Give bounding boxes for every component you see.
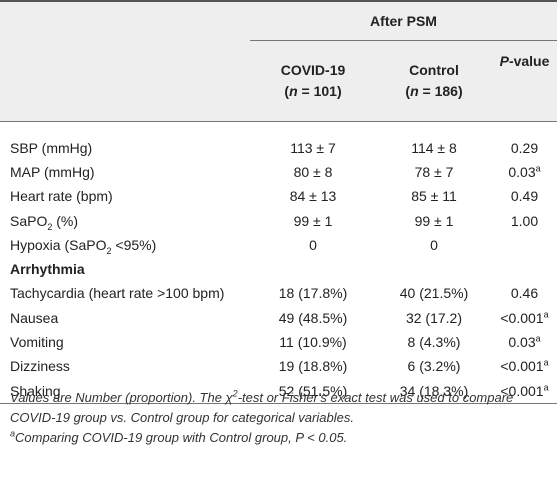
cell-control: 40 (21.5%) (399, 285, 469, 302)
row-label: Heart rate (bpm) (10, 188, 113, 205)
table-row: Shaking 52 (51.5%) 34 (18.3%) <0.001a (0, 378, 557, 404)
cell-pvalue: 0.03a (508, 163, 541, 180)
cell-control (376, 257, 492, 281)
table-row: Nausea 49 (48.5%) 32 (17.2) <0.001a (0, 306, 557, 330)
cell-covid: 19 (18.8%) (278, 358, 348, 375)
cell-control: 78 ± 7 (414, 163, 454, 180)
table-row: Hypoxia (SaPO2 <95%) 0 0 (0, 233, 557, 257)
row-label: SBP (mmHg) (10, 139, 93, 156)
cell-covid: 11 (10.9%) (279, 334, 347, 351)
table-notes: Values are Number (proportion). The χ2-t… (10, 388, 550, 448)
table-row: SBP (mmHg) 113 ± 7 114 ± 8 0.29 (0, 136, 557, 160)
header-covid-title: COVID-19 (280, 62, 346, 78)
header-group-cell: After PSM (250, 0, 557, 41)
table-row: Tachycardia (heart rate >100 bpm) 18 (17… (0, 281, 557, 305)
cell-control: 34 (18.3%) (376, 378, 492, 404)
cell-pvalue (492, 257, 557, 281)
header-covid-cell: COVID-19 (n = 101) (250, 40, 376, 122)
cell-covid: 113 ± 7 (290, 139, 336, 156)
header-empty-cell (0, 40, 250, 122)
header-pvalue-cell: P-value (492, 40, 557, 122)
cell-control: 114 ± 8 (411, 139, 457, 156)
row-label: SaPO2 (%) (10, 212, 79, 232)
header-after-psm: After PSM (370, 13, 437, 29)
spacer-row (0, 121, 557, 136)
header-control-n: (n = 186) (405, 83, 463, 99)
cell-pvalue: 1.00 (510, 212, 539, 229)
cell-control: 6 (3.2%) (407, 358, 461, 375)
cell-pvalue: <0.001a (500, 309, 549, 326)
cell-covid: 84 ± 13 (289, 188, 337, 205)
table-row-section: Arrhythmia (0, 257, 557, 281)
row-label: Dizziness (10, 358, 70, 375)
table-row: Vomiting 11 (10.9%) 8 (4.3%) 0.03a (0, 330, 557, 354)
cell-covid: 80 ± 8 (293, 163, 333, 180)
header-covid-n: (n = 101) (284, 83, 342, 99)
table-row: Heart rate (bpm) 84 ± 13 85 ± 11 0.49 (0, 184, 557, 208)
row-label: Vomiting (10, 334, 64, 351)
cell-pvalue: 0.03a (508, 333, 541, 351)
cell-pvalue: <0.001a (500, 357, 549, 375)
note-values: Values are Number (proportion). The χ2-t… (10, 388, 514, 425)
cell-pvalue: 0.46 (510, 285, 539, 302)
row-label: Hypoxia (SaPO2 <95%) (10, 236, 157, 256)
row-label: Shaking (0, 378, 250, 404)
row-label: Tachycardia (heart rate >100 bpm) (10, 285, 225, 302)
cell-control: 8 (4.3%) (407, 334, 461, 351)
cell-covid: 99 ± 1 (293, 212, 333, 229)
cell-covid: 49 (48.5%) (278, 309, 348, 326)
cell-control: 85 ± 11 (411, 188, 457, 205)
row-label: MAP (mmHg) (10, 163, 95, 180)
cell-pvalue: <0.001a (492, 378, 557, 404)
header-empty-cell (0, 0, 250, 41)
header-control-title: Control (409, 62, 459, 78)
note-footnote-a: aComparing COVID-19 group with Control g… (10, 428, 348, 445)
header-row-group: After PSM (0, 0, 557, 41)
section-label: Arrhythmia (10, 261, 85, 278)
table-row: MAP (mmHg) 80 ± 8 78 ± 7 0.03a (0, 160, 557, 184)
header-row-columns: COVID-19 (n = 101) Control (n = 186) P-v… (0, 40, 557, 122)
cell-pvalue: 0.49 (510, 188, 539, 205)
cell-covid (250, 257, 376, 281)
cell-control: 0 (430, 236, 438, 253)
cell-covid: 18 (17.8%) (278, 285, 348, 302)
cell-control: 32 (17.2) (405, 309, 463, 326)
cell-covid: 52 (51.5%) (250, 378, 376, 404)
table-row: Dizziness 19 (18.8%) 6 (3.2%) <0.001a (0, 354, 557, 378)
header-control-cell: Control (n = 186) (376, 40, 492, 122)
cell-pvalue: 0.29 (510, 139, 539, 156)
table-row: SaPO2 (%) 99 ± 1 99 ± 1 1.00 (0, 208, 557, 232)
data-table: After PSM COVID-19 (n = 101) Control (n … (0, 0, 557, 404)
cell-control: 99 ± 1 (414, 212, 454, 229)
row-label: Nausea (10, 309, 59, 326)
cell-pvalue (492, 233, 557, 257)
cell-covid: 0 (309, 236, 317, 253)
